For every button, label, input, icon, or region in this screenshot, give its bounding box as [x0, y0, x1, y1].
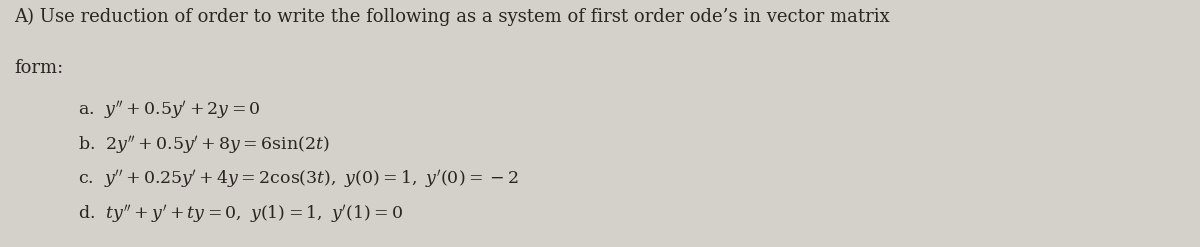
Text: c.  $y'' + 0.25y' + 4y = 2\cos(3t),\ y(0) = 1,\ y'(0) = -2$: c. $y'' + 0.25y' + 4y = 2\cos(3t),\ y(0)… — [78, 169, 518, 191]
Text: A) Use reduction of order to write the following as a system of first order ode’: A) Use reduction of order to write the f… — [14, 7, 890, 26]
Text: d.  $ty'' + y' + ty = 0,\ y(1) = 1,\ y'(1) = 0$: d. $ty'' + y' + ty = 0,\ y(1) = 1,\ y'(1… — [78, 204, 403, 226]
Text: form:: form: — [14, 59, 64, 77]
Text: b.  $2y'' + 0.5y' + 8y = 6\sin(2t)$: b. $2y'' + 0.5y' + 8y = 6\sin(2t)$ — [78, 135, 330, 157]
Text: a.  $y'' + 0.5y' + 2y = 0$: a. $y'' + 0.5y' + 2y = 0$ — [78, 100, 260, 122]
